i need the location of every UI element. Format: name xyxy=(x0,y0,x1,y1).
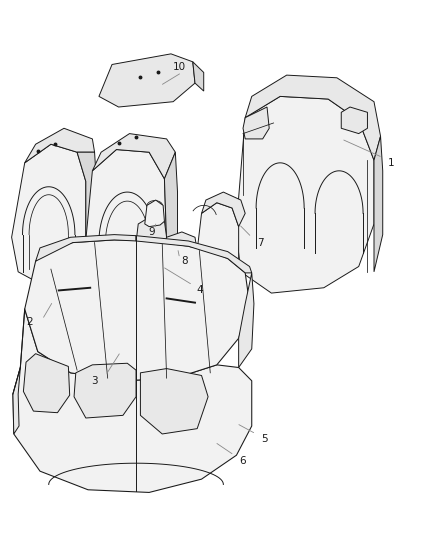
Polygon shape xyxy=(77,152,97,272)
Text: 4: 4 xyxy=(196,286,203,295)
Text: 7: 7 xyxy=(257,238,264,247)
Polygon shape xyxy=(23,354,70,413)
Polygon shape xyxy=(12,144,86,282)
Polygon shape xyxy=(136,216,166,251)
Polygon shape xyxy=(92,134,175,179)
Polygon shape xyxy=(25,240,250,381)
Polygon shape xyxy=(197,203,239,290)
Polygon shape xyxy=(86,150,166,290)
Polygon shape xyxy=(25,128,95,163)
Polygon shape xyxy=(74,364,136,418)
Text: 3: 3 xyxy=(91,376,98,386)
Polygon shape xyxy=(341,107,367,134)
Polygon shape xyxy=(145,200,164,227)
Text: 8: 8 xyxy=(181,256,187,266)
Polygon shape xyxy=(164,152,177,282)
Text: 2: 2 xyxy=(26,317,32,327)
Text: 1: 1 xyxy=(388,158,395,168)
Polygon shape xyxy=(201,192,245,227)
Polygon shape xyxy=(193,62,204,91)
Polygon shape xyxy=(245,75,381,160)
Polygon shape xyxy=(374,136,383,272)
Text: 6: 6 xyxy=(240,456,246,465)
Text: 10: 10 xyxy=(173,62,186,72)
Polygon shape xyxy=(13,309,252,492)
Polygon shape xyxy=(119,288,136,298)
Polygon shape xyxy=(239,273,254,368)
Polygon shape xyxy=(141,368,208,434)
Polygon shape xyxy=(136,236,252,273)
Polygon shape xyxy=(35,235,136,261)
Polygon shape xyxy=(237,96,374,293)
Polygon shape xyxy=(99,54,195,107)
Text: 9: 9 xyxy=(148,227,155,237)
Polygon shape xyxy=(164,232,197,264)
Text: 5: 5 xyxy=(261,434,268,445)
Polygon shape xyxy=(243,107,269,139)
Polygon shape xyxy=(13,368,20,434)
